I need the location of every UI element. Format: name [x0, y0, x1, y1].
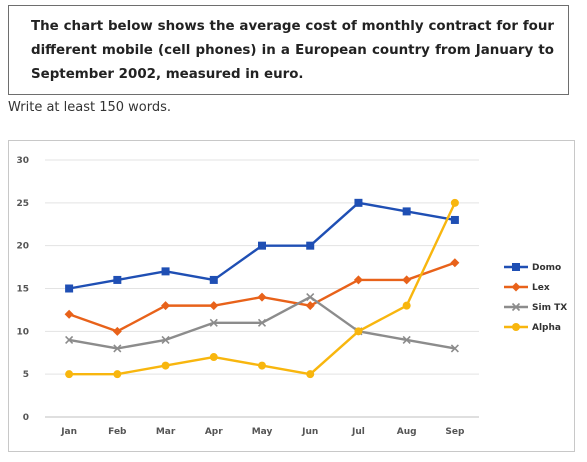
series-lex [64, 258, 460, 336]
data-point-alpha [258, 361, 266, 370]
y-tick-label: 20 [16, 242, 29, 252]
legend-marker [511, 302, 521, 312]
data-point-lex [209, 301, 219, 311]
data-point-sim-tx [306, 293, 315, 302]
legend-entry-domo: Domo [504, 263, 561, 273]
data-point-alpha [161, 361, 170, 370]
data-point-domo [354, 198, 363, 207]
x-tick-label: Jul [351, 427, 365, 437]
y-tick-label: 30 [16, 156, 29, 166]
y-tick-label: 0 [23, 413, 29, 423]
legend-entry-sim-tx: Sim TX [504, 302, 567, 313]
x-tick-label: Aug [397, 427, 417, 437]
legend-label: Domo [532, 263, 561, 273]
data-point-sim-tx [161, 335, 170, 344]
legend-entry-lex: Lex [504, 282, 550, 293]
x-tick-label: Mar [156, 427, 176, 437]
legend-label: Lex [532, 283, 550, 293]
x-tick-label: May [252, 427, 273, 437]
data-point-sim-tx [257, 318, 267, 327]
data-point-domo [113, 275, 122, 284]
series-alpha [65, 198, 459, 379]
y-tick-label: 5 [23, 370, 29, 380]
x-tick-label: Jun [301, 427, 318, 437]
x-tick-label: Sep [445, 427, 465, 437]
x-tick-label: Feb [108, 427, 127, 437]
y-tick-label: 15 [16, 285, 29, 295]
chart-canvas: 0 5 10 15 20 25 30 Jan Feb Mar Apr May Jun Jul Aug Sep D… [16, 156, 567, 437]
y-tick-label: 10 [16, 327, 29, 337]
data-point-sim-tx [450, 344, 459, 353]
legend-marker [512, 323, 520, 331]
line-chart: 0 5 10 15 20 25 30 Jan Feb Mar Apr May Jun Jul Aug Sep D… [8, 140, 575, 452]
data-point-sim-tx [402, 335, 411, 344]
data-point-domo [402, 207, 411, 216]
data-point-lex [257, 292, 267, 302]
data-point-domo [306, 241, 315, 250]
data-point-lex [112, 326, 122, 336]
series-domo [65, 198, 459, 293]
data-point-lex [64, 309, 74, 319]
data-point-sim-tx [65, 335, 74, 344]
data-point-domo [258, 241, 266, 250]
data-point-lex [402, 275, 412, 285]
task-prompt-box: The chart below shows the average cost o… [8, 5, 569, 95]
data-point-alpha [450, 198, 459, 207]
data-point-domo [450, 215, 459, 224]
data-point-sim-tx [113, 344, 122, 353]
data-point-domo [65, 284, 74, 293]
data-point-lex [450, 258, 460, 268]
task-prompt-text: The chart below shows the average cost o… [31, 19, 554, 82]
series-sim-tx [65, 293, 459, 353]
data-point-alpha [306, 370, 315, 379]
word-count-instruction: Write at least 150 words. [8, 100, 172, 115]
y-tick-label: 25 [16, 199, 29, 209]
data-point-lex [161, 301, 171, 311]
data-point-alpha [354, 327, 363, 336]
x-tick-label: Jan [60, 427, 77, 437]
data-point-lex [305, 301, 315, 311]
data-point-alpha [402, 301, 411, 310]
data-point-sim-tx [209, 318, 218, 327]
data-point-domo [209, 275, 218, 284]
data-point-alpha [113, 370, 122, 379]
legend-label: Sim TX [532, 303, 567, 313]
legend-label: Alpha [532, 323, 561, 333]
x-tick-label: Apr [205, 427, 223, 437]
data-point-lex [353, 275, 363, 285]
data-point-alpha [209, 353, 218, 362]
legend-marker [511, 282, 521, 292]
data-point-domo [161, 267, 170, 276]
legend-marker [512, 263, 520, 271]
legend-entry-alpha: Alpha [504, 323, 561, 333]
data-point-alpha [65, 370, 74, 379]
